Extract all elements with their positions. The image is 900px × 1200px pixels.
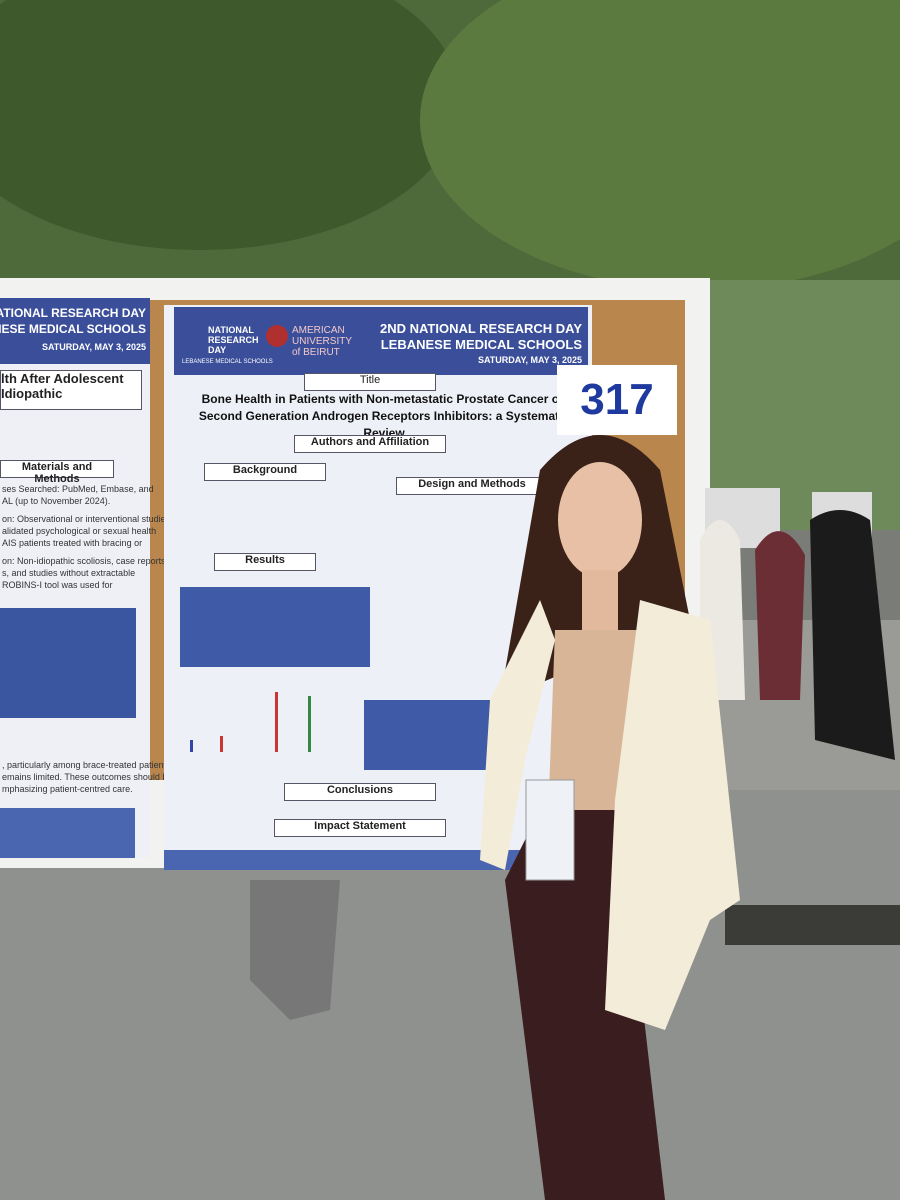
face (558, 462, 642, 578)
logo-text: NATIONAL (208, 325, 254, 335)
tree (0, 0, 460, 250)
name-badge (525, 779, 575, 881)
top (548, 630, 640, 820)
event-name: 2ND NATIONAL RESEARCH DAY (0, 306, 146, 320)
text-line: s, and studies without extractable (2, 568, 136, 578)
text-line: on: Observational or interventional stud… (2, 514, 171, 524)
text-line: AIS patients treated with bracing or (2, 538, 143, 548)
logo-text: DAY (208, 345, 227, 355)
text-line: , particularly among brace-treated patie… (2, 760, 174, 770)
section-heading: Title (304, 373, 436, 391)
event-subtitle: LEBANESE MEDICAL SCHOOLS (0, 322, 146, 336)
event-date: SATURDAY, MAY 3, 2025 (41, 342, 146, 352)
neck (582, 570, 618, 630)
section-heading: Design and Methods (396, 477, 548, 495)
blazer (605, 600, 740, 1030)
event-name: 2ND NATIONAL RESEARCH DAY (379, 321, 582, 336)
section-heading: Background (204, 463, 326, 481)
title-box: lth After Adolescent Idiopathic (0, 370, 142, 410)
section-heading: Impact Statement (274, 819, 446, 837)
poster-number: 317 (557, 365, 677, 435)
figure (190, 692, 311, 752)
figure-bar (275, 692, 278, 752)
main-poster-header: NATIONAL RESEARCH DAY LEBANESE MEDICAL S… (174, 307, 588, 375)
event-subtitle: LEBANESE MEDICAL SCHOOLS (380, 337, 582, 352)
section-heading: Materials and Methods (0, 460, 114, 485)
text-line: on: Non-idiopathic scoliosis, case repor… (2, 556, 169, 566)
logo-text: UNIVERSITY (292, 336, 353, 347)
drain (725, 905, 900, 945)
text-line: ROBINS-I tool was used for (2, 580, 113, 590)
figure-bar (190, 740, 193, 752)
text-line: AL (up to November 2024). (2, 496, 111, 506)
figure-bar (220, 736, 223, 752)
bystander (755, 531, 805, 700)
logo-text: RESEARCH (208, 335, 259, 345)
bystander-legs (250, 880, 340, 1020)
left-poster-header: 2ND NATIONAL RESEARCH DAY LEBANESE MEDIC… (0, 298, 150, 364)
logo-text: AMERICAN (292, 325, 345, 336)
text-line: ses Searched: PubMed, Embase, and (2, 484, 154, 494)
table (0, 608, 136, 718)
results-table (364, 700, 494, 770)
aub-logo (266, 325, 288, 347)
bystander (810, 510, 895, 760)
section-heading: Conclusions (284, 783, 436, 801)
section-heading: Authors and Affiliation (294, 435, 446, 453)
footer-band (0, 808, 135, 858)
left-poster: 2ND NATIONAL RESEARCH DAY LEBANESE MEDIC… (0, 298, 173, 858)
text-line: emains limited. These outcomes should be (2, 772, 173, 782)
results-table (180, 587, 370, 667)
poster-title: Bone Health in Patients with Non-metasta… (198, 392, 570, 440)
blazer (480, 600, 555, 870)
tree (420, 0, 900, 290)
section-heading: Results (214, 553, 316, 571)
logo-text: of BEIRUT (292, 347, 340, 358)
event-date: SATURDAY, MAY 3, 2025 (477, 355, 582, 365)
logo-text: LEBANESE MEDICAL SCHOOLS (182, 359, 273, 365)
text-line: alidated psychological or sexual health (2, 526, 157, 536)
text-line: mphasizing patient-centred care. (2, 784, 133, 794)
figure-bar (308, 696, 311, 752)
